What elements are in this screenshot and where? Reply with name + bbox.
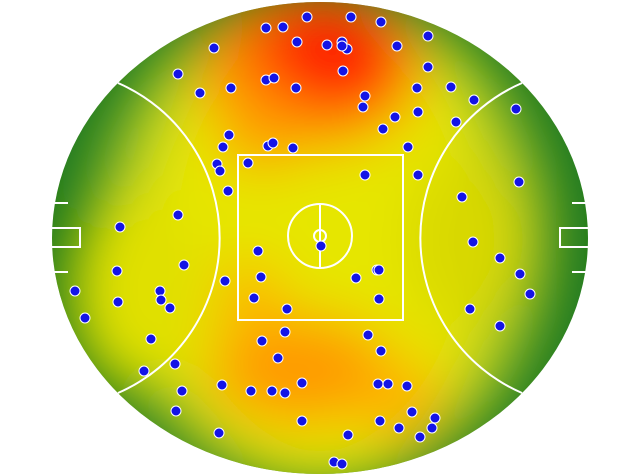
point: [291, 36, 303, 48]
point: [219, 275, 231, 287]
point: [510, 103, 522, 115]
point: [214, 165, 226, 177]
point: [260, 22, 272, 34]
point: [287, 142, 299, 154]
point: [222, 185, 234, 197]
point: [164, 302, 176, 314]
point: [422, 30, 434, 42]
point: [514, 268, 526, 280]
point: [176, 385, 188, 397]
point: [464, 303, 476, 315]
point: [112, 296, 124, 308]
point: [401, 380, 413, 392]
point: [178, 259, 190, 271]
point: [429, 412, 441, 424]
field-lines: [52, 82, 588, 394]
point: [213, 427, 225, 439]
point: [290, 82, 302, 94]
point: [350, 272, 362, 284]
point: [426, 422, 438, 434]
point: [266, 385, 278, 397]
point: [336, 458, 348, 470]
point: [277, 21, 289, 33]
point: [375, 345, 387, 357]
point: [172, 209, 184, 221]
point: [194, 87, 206, 99]
point: [301, 11, 313, 23]
point: [279, 387, 291, 399]
point: [494, 320, 506, 332]
point: [373, 293, 385, 305]
point: [245, 385, 257, 397]
point: [268, 72, 280, 84]
point: [69, 285, 81, 297]
point: [402, 141, 414, 153]
point: [296, 377, 308, 389]
point: [373, 264, 385, 276]
point: [169, 358, 181, 370]
point: [155, 294, 167, 306]
point: [79, 312, 91, 324]
point: [374, 415, 386, 427]
point: [255, 271, 267, 283]
point: [393, 422, 405, 434]
point: [281, 303, 293, 315]
point: [412, 169, 424, 181]
point: [342, 429, 354, 441]
point: [412, 106, 424, 118]
point: [450, 116, 462, 128]
point: [513, 176, 525, 188]
point: [494, 252, 506, 264]
point: [170, 405, 182, 417]
point: [267, 137, 279, 149]
point: [467, 236, 479, 248]
point: [248, 292, 260, 304]
point: [114, 221, 126, 233]
point: [345, 11, 357, 23]
point: [272, 352, 284, 364]
point: [336, 40, 348, 52]
point: [382, 378, 394, 390]
point: [296, 415, 308, 427]
point: [225, 82, 237, 94]
point: [357, 101, 369, 113]
point: [337, 65, 349, 77]
point: [372, 378, 384, 390]
point: [154, 285, 166, 297]
point: [321, 39, 333, 51]
point: [242, 157, 254, 169]
point: [524, 288, 536, 300]
point: [389, 111, 401, 123]
point: [315, 240, 327, 252]
point: [256, 335, 268, 347]
point: [111, 265, 123, 277]
point: [456, 191, 468, 203]
point: [411, 82, 423, 94]
point: [138, 365, 150, 377]
point: [223, 129, 235, 141]
point: [406, 406, 418, 418]
point: [252, 245, 264, 257]
point: [468, 94, 480, 106]
point: [359, 169, 371, 181]
points: [69, 11, 536, 470]
point: [172, 68, 184, 80]
point: [216, 379, 228, 391]
point: [208, 42, 220, 54]
point: [359, 90, 371, 102]
point: [391, 40, 403, 52]
point: [375, 16, 387, 28]
point: [377, 123, 389, 135]
point: [414, 431, 426, 443]
point: [145, 333, 157, 345]
point: [279, 326, 291, 338]
point: [422, 61, 434, 73]
point: [445, 81, 457, 93]
point: [362, 329, 374, 341]
point: [217, 141, 229, 153]
